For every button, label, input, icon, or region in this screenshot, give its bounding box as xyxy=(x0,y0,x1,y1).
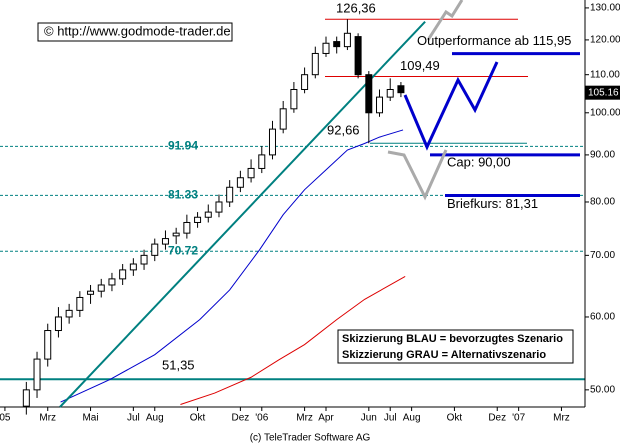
level-label: Outperformance ab 115,95 xyxy=(417,33,571,48)
legend-entry: Skizzierung BLAU = bevorzugtes Szenario xyxy=(342,333,563,345)
credit: © http://www.godmode-trader.de xyxy=(44,23,231,38)
y-tick-label: 60.00 xyxy=(590,312,615,323)
y-tick-label: 70.00 xyxy=(590,250,615,261)
candle-body xyxy=(258,154,266,169)
x-tick-label: Dez xyxy=(231,413,249,424)
y-tick-label: 120.00 xyxy=(590,35,620,46)
candle-body xyxy=(354,36,362,76)
level-label: 126,36 xyxy=(336,1,376,16)
x-tick-label: Jul xyxy=(384,413,397,424)
x-tick-label: '07 xyxy=(512,413,525,424)
legend-entry: Skizzierung GRAU = Alternativszenario xyxy=(342,349,546,361)
x-tick-label: Aug xyxy=(146,413,164,424)
gray-scenario-top xyxy=(426,0,464,41)
last-price-box xyxy=(585,85,620,100)
y-tick-label: 100.00 xyxy=(590,107,620,118)
x-tick-label: Apr xyxy=(318,413,334,424)
candle-body xyxy=(151,243,159,256)
level-label: 70.72 xyxy=(168,243,198,257)
candle-body xyxy=(290,88,298,110)
candle-body xyxy=(65,309,73,318)
level-label: 81.33 xyxy=(168,188,198,202)
x-tick-label: Mrz xyxy=(553,413,570,424)
candle-body xyxy=(87,290,95,295)
x-tick-label: Jun xyxy=(361,413,377,424)
candle-body xyxy=(204,211,212,218)
candle-body xyxy=(376,96,384,114)
candle-body xyxy=(44,330,52,360)
candle-body xyxy=(172,232,180,237)
x-tick-label: Okt xyxy=(190,413,206,424)
candle-body xyxy=(226,186,234,203)
candle-body xyxy=(33,358,41,391)
y-tick-label: 80.00 xyxy=(590,197,615,208)
candle-body xyxy=(161,238,169,245)
y-tick-label: 130.00 xyxy=(590,3,620,14)
candle-body xyxy=(397,85,405,94)
candle-body xyxy=(140,254,148,265)
candle-body xyxy=(365,74,373,114)
candle-body xyxy=(247,167,255,179)
x-tick-label: 05 xyxy=(0,413,11,424)
candle-body xyxy=(236,177,244,188)
candle-body xyxy=(108,278,116,286)
candle-body xyxy=(386,88,394,98)
x-tick-label: Okt xyxy=(447,413,463,424)
y-tick-label: 90.00 xyxy=(590,150,615,161)
footer: (c) TeleTrader Software AG xyxy=(250,433,371,444)
y-tick-label: 50.00 xyxy=(590,384,615,395)
candle-body xyxy=(215,201,223,213)
candle-body xyxy=(97,284,105,292)
indicator-line xyxy=(59,20,426,408)
candle-body xyxy=(129,263,137,271)
x-tick-label: Mrz xyxy=(39,413,56,424)
candle-body xyxy=(183,221,191,234)
level-label: Briefkurs: 81,31 xyxy=(447,196,538,211)
candle-body xyxy=(311,52,319,76)
x-tick-label: Mrz xyxy=(296,413,313,424)
candle-body xyxy=(322,42,330,54)
candle-body xyxy=(279,108,287,130)
candle-body xyxy=(301,74,309,90)
x-tick-label: '06 xyxy=(255,413,268,424)
candle-body xyxy=(22,389,30,407)
candle-body xyxy=(333,41,341,48)
level-label: 91.94 xyxy=(168,139,198,153)
legend-box xyxy=(337,329,574,364)
candle-body xyxy=(194,216,202,223)
level-label: 92,66 xyxy=(327,123,360,138)
candle-body xyxy=(119,269,127,280)
y-tick-label: 110.00 xyxy=(590,69,620,80)
candle-body xyxy=(343,32,351,48)
candle-body xyxy=(268,128,276,156)
credit-box xyxy=(37,22,233,42)
level-label: 109,49 xyxy=(400,58,440,73)
x-tick-label: Mai xyxy=(82,413,98,424)
last-price-label: 105.16 xyxy=(588,87,619,98)
indicator-line xyxy=(180,276,406,405)
level-label: 51,35 xyxy=(162,358,195,373)
x-tick-label: Dez xyxy=(488,413,506,424)
blue-scenario xyxy=(403,61,499,151)
candle-body xyxy=(54,316,62,332)
indicator-line xyxy=(60,129,404,403)
gray-scenario xyxy=(387,149,448,201)
x-tick-label: Jul xyxy=(127,413,140,424)
x-tick-label: Aug xyxy=(403,413,421,424)
level-label: Cap: 90,00 xyxy=(447,154,511,169)
candle-body xyxy=(76,296,84,311)
